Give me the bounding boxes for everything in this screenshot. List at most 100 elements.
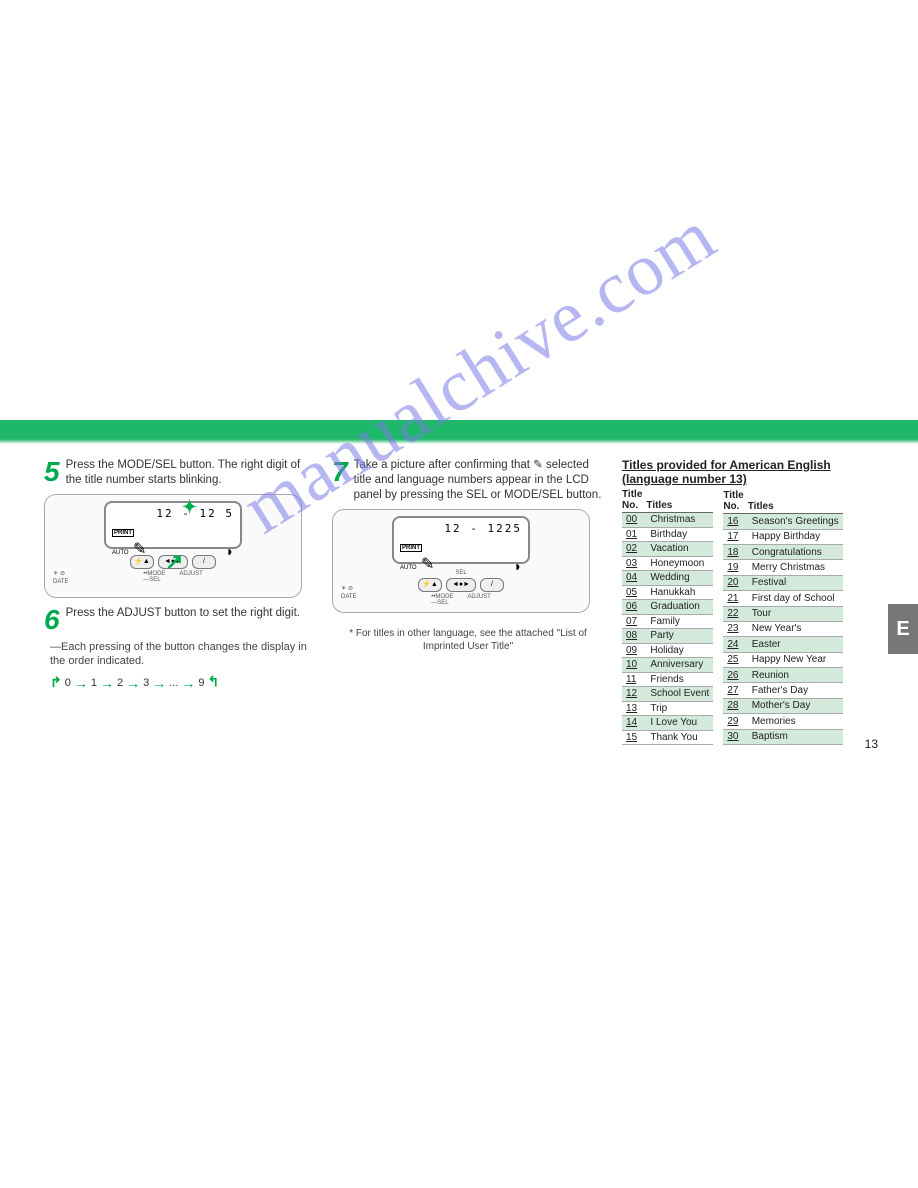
title-number: 21: [723, 591, 747, 606]
title-text: Congratulations: [748, 545, 843, 560]
title-text: Father's Day: [748, 683, 843, 698]
page-number: 13: [865, 737, 878, 751]
label-date: DATE: [53, 579, 69, 587]
column-right: Titles provided for American English (la…: [622, 458, 882, 745]
title-text: Reunion: [748, 668, 843, 683]
table-row: 16Season's Greetings: [723, 514, 842, 529]
left-labels-1: ☀ ⊘ DATE: [53, 571, 69, 587]
table-row: 20Festival: [723, 575, 842, 590]
pencil-icon: ✎: [533, 458, 543, 473]
th-no: TitleNo.: [723, 490, 747, 514]
title-number: 02: [622, 542, 646, 557]
title-text: Graduation: [646, 600, 713, 615]
table-row: 05Hanukkah: [622, 585, 713, 600]
pencil-icon: ✎: [133, 539, 146, 559]
seq-1: 1: [91, 677, 97, 689]
lcd2-print: PRINT: [400, 544, 422, 552]
step-5-number: 5: [44, 458, 60, 488]
lcd2-auto: AUTO: [400, 565, 417, 571]
title-text: Festival: [748, 575, 843, 590]
table-row: 21First day of School: [723, 591, 842, 606]
table-row: 04Wedding: [622, 571, 713, 586]
step-5-text: Press the MODE/SEL button. The right dig…: [66, 458, 314, 488]
step-6: 6 Press the ADJUST button to set the rig…: [44, 606, 314, 634]
title-text: First day of School: [748, 591, 843, 606]
adjust-button-2[interactable]: /: [480, 578, 504, 592]
title-text: Baptism: [748, 729, 843, 744]
mode-sel-button-2[interactable]: ◄●►: [446, 578, 476, 592]
title-number: 26: [723, 668, 747, 683]
title-number: 01: [622, 527, 646, 542]
title-number: 10: [622, 658, 646, 673]
lcd2-left-labels: PRINT AUTO ✎: [400, 536, 434, 574]
arrow-icon: →: [152, 675, 166, 691]
lcd1-print: PRINT: [112, 529, 134, 537]
film-cartridge-icon: ◗: [514, 558, 522, 574]
table-row: 30Baptism: [723, 729, 842, 744]
title-number: 00: [622, 513, 646, 528]
lcd-unit-2: 12 - 1225 PRINT AUTO ✎ ◗ SEL ⚡▲ ◄●► /: [332, 509, 590, 613]
table-row: 28Mother's Day: [723, 698, 842, 713]
manual-page: 5 Press the MODE/SEL button. The right d…: [0, 420, 918, 745]
step-7-number: 7: [332, 458, 348, 503]
table-row: 01Birthday: [622, 527, 713, 542]
arrow-icon: →: [181, 675, 195, 691]
lcd-screen-2: 12 - 1225 PRINT AUTO ✎ ◗: [392, 516, 530, 564]
table-row: 18Congratulations: [723, 545, 842, 560]
title-number: 12: [622, 687, 646, 702]
lcd1-left-labels: PRINT AUTO ✎: [112, 521, 146, 559]
title-number: 03: [622, 556, 646, 571]
title-number: 11: [622, 672, 646, 687]
th-no: TitleNo.: [622, 490, 646, 513]
seq-arrow-start: ↱: [50, 674, 62, 691]
title-number: 17: [723, 529, 747, 544]
title-number: 18: [723, 545, 747, 560]
title-text: Season's Greetings: [748, 514, 843, 529]
table-row: 19Merry Christmas: [723, 560, 842, 575]
title-text: Easter: [748, 637, 843, 652]
table-row: 10Anniversary: [622, 658, 713, 673]
title-number: 05: [622, 585, 646, 600]
table-row: 06Graduation: [622, 600, 713, 615]
title-number: 24: [723, 637, 747, 652]
title-number: 28: [723, 698, 747, 713]
arrow-icon: →: [100, 675, 114, 691]
title-text: Wedding: [646, 571, 713, 586]
title-text: I Love You: [646, 716, 713, 731]
title-text: Vacation: [646, 542, 713, 557]
step-6-text: Press the ADJUST button to set the right…: [66, 606, 300, 634]
arrow-icon: →: [74, 675, 88, 691]
blink-burst-icon: ✦: [182, 497, 195, 518]
step-7-text: Take a picture after confirming that ✎ s…: [354, 458, 604, 503]
table-row: 15Thank You: [622, 730, 713, 745]
column-left: 5 Press the MODE/SEL button. The right d…: [44, 458, 314, 745]
flash-button-2[interactable]: ⚡▲: [418, 578, 442, 592]
title-number: 25: [723, 652, 747, 667]
table-row: 03Honeymoon: [622, 556, 713, 571]
title-text: Trip: [646, 701, 713, 716]
label-adjust-2: ADJUST: [467, 594, 490, 606]
button-labels-2: ••MODE—SEL ADJUST: [341, 594, 581, 606]
title-number: 22: [723, 606, 747, 621]
title-number: 20: [723, 575, 747, 590]
button-row-2: ⚡▲ ◄●► /: [341, 578, 581, 592]
table-row: 00Christmas: [622, 513, 713, 528]
left-labels-2: ☀ ⊘ DATE: [341, 586, 357, 602]
title-text: Mother's Day: [748, 698, 843, 713]
title-text: School Event: [646, 687, 713, 702]
title-text: Family: [646, 614, 713, 629]
title-text: Happy New Year: [748, 652, 843, 667]
title-number: 30: [723, 729, 747, 744]
step-6-subtext: —Each pressing of the button changes the…: [50, 640, 314, 669]
title-number: 06: [622, 600, 646, 615]
title-number: 14: [622, 716, 646, 731]
title-text: Thank You: [646, 730, 713, 745]
title-number: 19: [723, 560, 747, 575]
title-number: 16: [723, 514, 747, 529]
title-text: Party: [646, 629, 713, 644]
table-row: 07Family: [622, 614, 713, 629]
title-number: 29: [723, 714, 747, 729]
table-row: 08Party: [622, 629, 713, 644]
seq-dots: ...: [169, 677, 178, 689]
table-row: 17Happy Birthday: [723, 529, 842, 544]
